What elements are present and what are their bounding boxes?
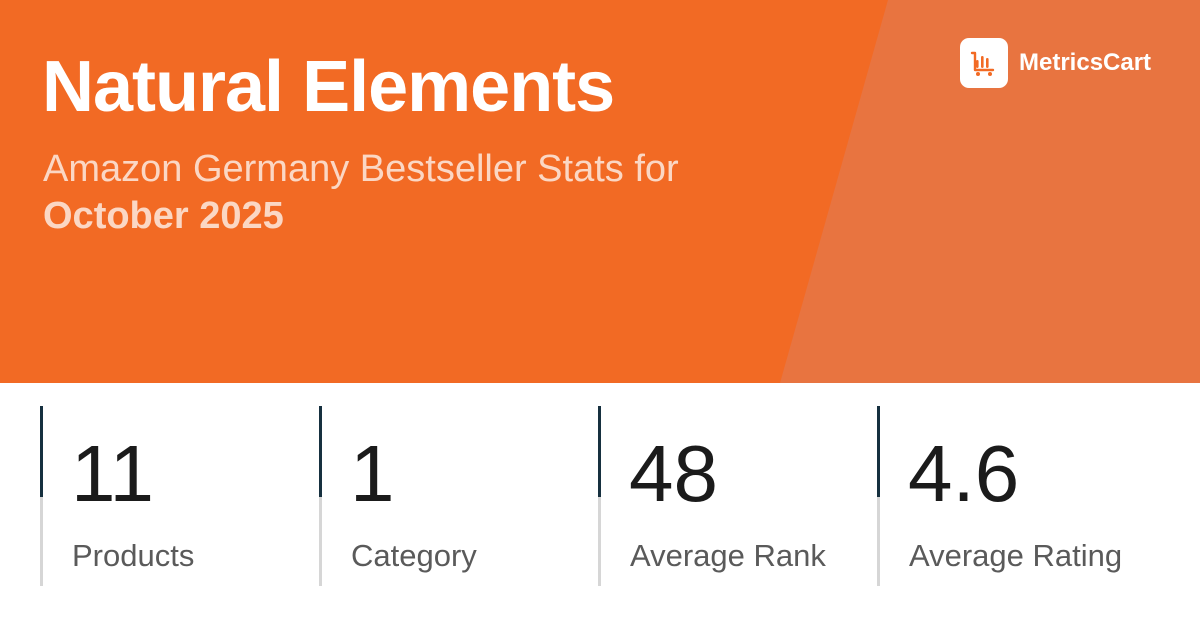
page-title: Natural Elements xyxy=(42,47,615,127)
hero-banner: Natural Elements Amazon Germany Bestsell… xyxy=(0,0,1200,383)
stat-divider xyxy=(319,497,322,586)
stat-divider-accent xyxy=(877,406,880,497)
stat-divider-accent xyxy=(40,406,43,497)
stat-label: Average Rating xyxy=(909,538,1123,573)
bar-chart-cart-icon xyxy=(960,38,1008,88)
stat-divider xyxy=(598,497,601,586)
stat-label: Average Rank xyxy=(630,538,826,573)
stat-divider xyxy=(40,497,43,586)
stat-divider-accent xyxy=(319,406,322,497)
report-period: October 2025 xyxy=(43,195,284,237)
stat-category: 1 Category xyxy=(319,406,589,586)
stat-average-rating: 4.6 Average Rating xyxy=(877,406,1147,586)
stat-value: 48 xyxy=(629,429,718,518)
stat-value: 4.6 xyxy=(908,429,1020,518)
stat-value: 1 xyxy=(350,429,395,518)
stat-label: Category xyxy=(351,538,477,573)
stat-label: Products xyxy=(72,538,195,573)
stat-value: 11 xyxy=(71,429,155,518)
stats-row: 11 Products 1 Category 48 Average Rank 4… xyxy=(0,383,1200,628)
page-subtitle: Amazon Germany Bestseller Stats for xyxy=(43,148,679,190)
brand-name: MetricsCart xyxy=(1019,49,1152,76)
brand-logo-link[interactable]: MetricsCart xyxy=(960,38,1151,88)
stat-average-rank: 48 Average Rank xyxy=(598,406,868,586)
stat-divider-accent xyxy=(598,406,601,497)
stat-products: 11 Products xyxy=(40,406,310,586)
stat-divider xyxy=(877,497,880,586)
